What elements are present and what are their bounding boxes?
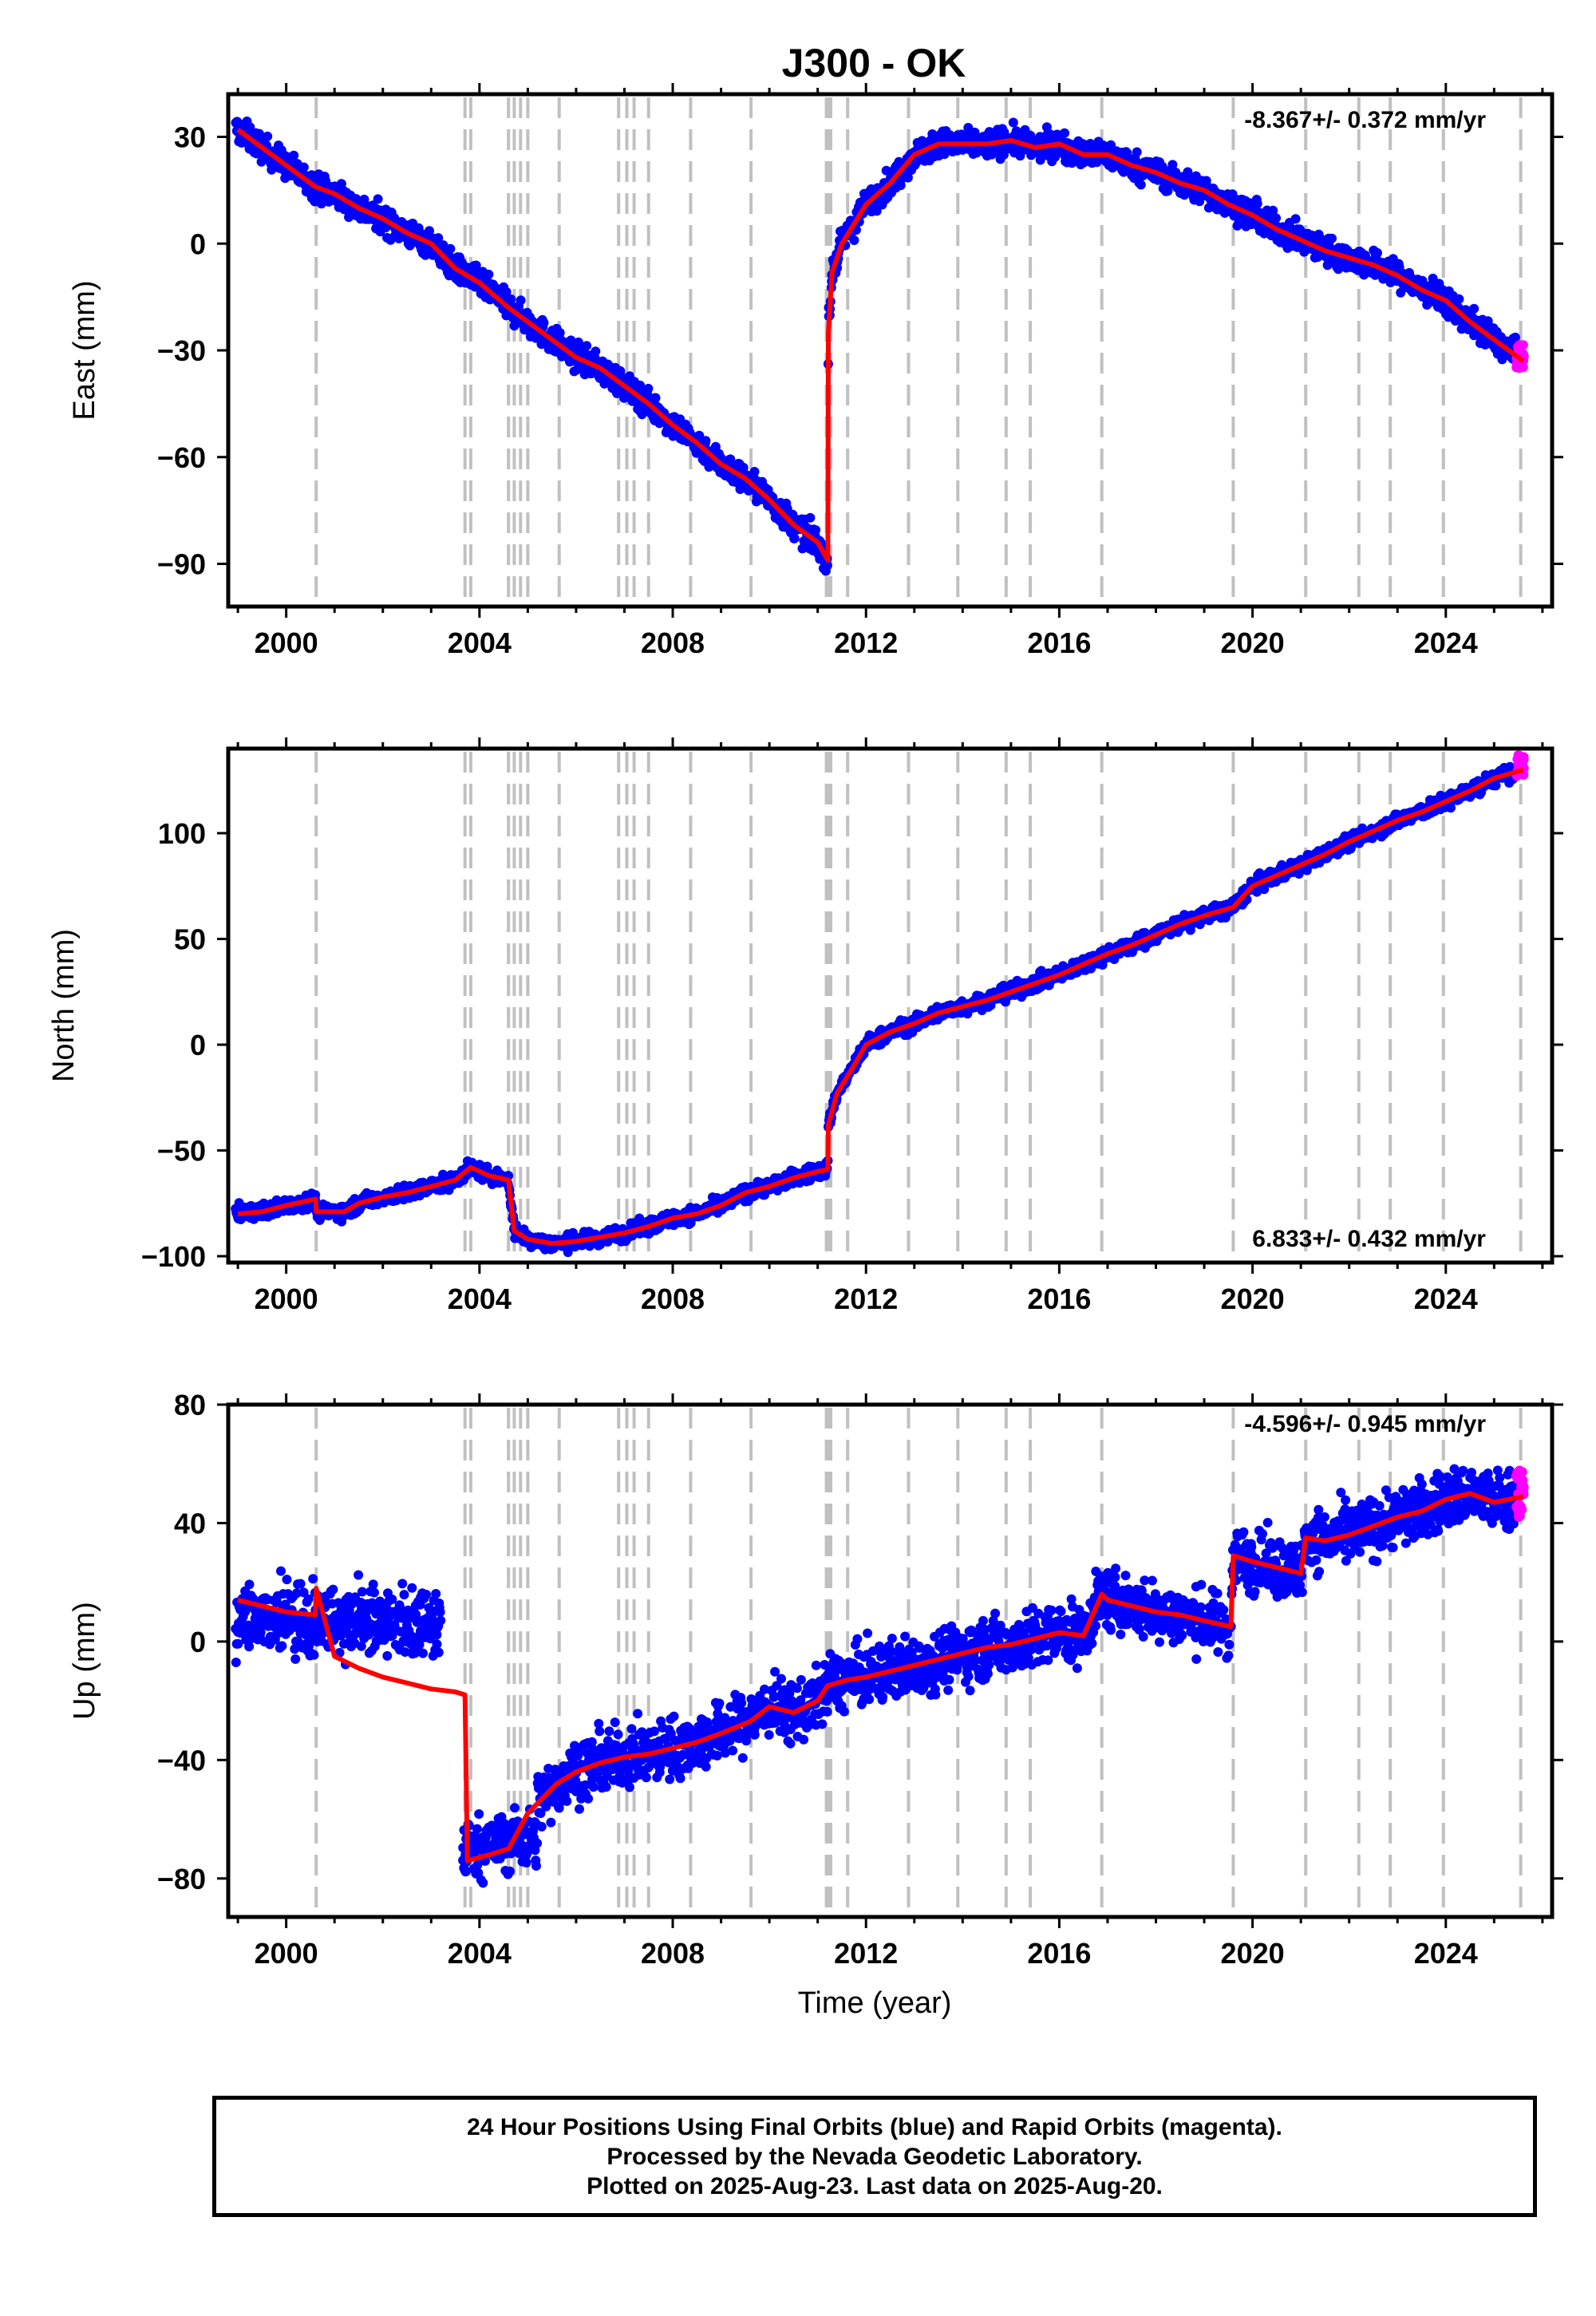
final-orbit-point: [591, 346, 601, 357]
final-orbit-point: [516, 295, 526, 306]
final-orbit-point: [539, 318, 549, 328]
x-tick-label: 2004: [448, 626, 512, 659]
final-orbit-point: [1271, 213, 1281, 223]
x-tick-label: 2012: [834, 626, 898, 659]
final-orbit-point: [263, 131, 273, 141]
final-orbit-point: [1252, 199, 1262, 209]
final-orbit-point: [805, 512, 816, 523]
final-orbit-point: [1454, 294, 1464, 304]
final-orbit-points: [231, 761, 1520, 1258]
figure-title: J300 - OK: [782, 41, 966, 85]
final-orbit-point: [433, 233, 444, 243]
final-orbit-point: [289, 150, 299, 160]
final-orbit-point: [445, 243, 456, 254]
final-orbit-point: [701, 436, 711, 446]
y-tick-label: 30: [174, 121, 206, 154]
final-orbit-point: [298, 162, 309, 172]
y-tick-label: −30: [157, 334, 206, 367]
final-orbit-point: [749, 467, 760, 476]
x-tick-label: 2020: [1221, 626, 1285, 659]
final-orbit-point: [359, 194, 369, 204]
final-orbit-point: [373, 194, 383, 204]
final-orbit-point: [849, 235, 859, 245]
final-orbit-points: [231, 117, 1521, 576]
x-tick-label: 2008: [641, 626, 705, 659]
x-tick-label: 2000: [255, 626, 318, 659]
x-tick-label: 2016: [1027, 626, 1091, 659]
final-orbit-point: [316, 199, 326, 209]
final-orbit-point: [582, 341, 592, 351]
final-orbit-point: [484, 269, 494, 279]
final-orbit-point: [1132, 147, 1142, 157]
y-axis-label: East (mm): [68, 280, 101, 420]
x-tick-label: 2024: [1414, 626, 1478, 659]
y-tick-label: −90: [157, 548, 206, 581]
final-orbit-point: [643, 383, 654, 393]
east-rate-label: -8.367+/- 0.372 mm/yr: [1244, 107, 1486, 133]
final-orbit-point: [1060, 128, 1069, 138]
east-panel: −90 −60 −30 0 30 2000 2004 2008 2012 2016 2020 2024…: [68, 83, 1563, 659]
model-line: [236, 128, 1525, 563]
final-orbit-point: [245, 122, 255, 132]
final-orbit-point: [789, 533, 800, 543]
final-orbit-point: [694, 430, 705, 441]
final-orbit-point: [811, 525, 821, 536]
y-tick-label: −60: [157, 441, 206, 474]
rapid-orbit-point: [1513, 342, 1523, 352]
final-orbit-point: [1008, 117, 1018, 128]
final-orbit-point: [1136, 180, 1146, 190]
final-orbit-point: [256, 156, 267, 167]
final-orbit-point: [650, 393, 661, 403]
final-orbit-point: [1290, 214, 1301, 224]
final-orbit-point: [1469, 303, 1479, 314]
y-tick-label: 0: [190, 227, 206, 260]
final-orbit-point: [1327, 233, 1337, 243]
